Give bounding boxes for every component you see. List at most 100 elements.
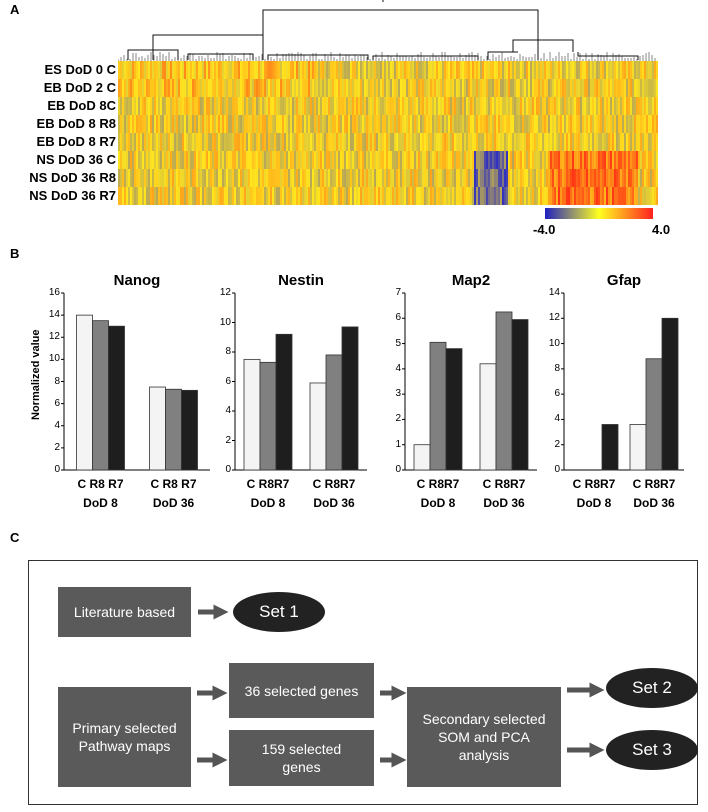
heatmap-cell	[256, 187, 259, 205]
heatmap-cell	[638, 79, 641, 97]
heatmap-cell	[532, 79, 535, 97]
heatmap-cell	[486, 115, 489, 133]
heatmap-cell	[498, 151, 501, 169]
heatmap-cell	[124, 187, 127, 205]
heatmap-cell	[396, 187, 399, 205]
heatmap-cell	[304, 133, 307, 151]
heatmap-cell	[526, 97, 529, 115]
heatmap-cell	[480, 61, 483, 79]
heatmap-cell	[602, 169, 605, 187]
heatmap-cell	[148, 187, 151, 205]
heatmap-cell	[446, 79, 449, 97]
heatmap-cell	[282, 115, 285, 133]
heatmap-cell	[308, 79, 311, 97]
heatmap-cell	[120, 115, 123, 133]
heatmap-cell	[332, 97, 335, 115]
heatmap-cell	[480, 97, 483, 115]
heatmap-cell	[410, 151, 413, 169]
heatmap-cell	[432, 61, 435, 79]
heatmap-cell	[550, 133, 553, 151]
heatmap-cell	[258, 151, 261, 169]
heatmap-cell	[636, 61, 639, 79]
heatmap-cell	[528, 61, 531, 79]
heatmap-cell	[472, 61, 475, 79]
heatmap-cell	[300, 169, 303, 187]
secondary-selected-box: Secondary selected SOM and PCA analysis	[407, 687, 561, 787]
heatmap-cell	[132, 187, 135, 205]
heatmap-cell	[592, 133, 595, 151]
heatmap-cell	[400, 169, 403, 187]
heatmap-cell	[204, 115, 207, 133]
heatmap-cell	[640, 187, 643, 205]
heatmap-cell	[302, 133, 305, 151]
heatmap-cell	[202, 79, 205, 97]
heatmap-cell	[304, 79, 307, 97]
heatmap-cell	[632, 151, 635, 169]
heatmap-cell	[566, 151, 569, 169]
y-tick-label: 16	[48, 287, 60, 298]
heatmap-cell	[406, 187, 409, 205]
heatmap-cell	[562, 151, 565, 169]
heatmap-cell	[294, 115, 297, 133]
heatmap-cell	[462, 115, 465, 133]
heatmap-cell	[398, 79, 401, 97]
heatmap-cell	[426, 169, 429, 187]
heatmap-cell	[406, 115, 409, 133]
heatmap-cell	[546, 79, 549, 97]
heatmap-cell	[410, 79, 413, 97]
heatmap-cell	[218, 115, 221, 133]
heatmap-cell	[646, 97, 649, 115]
heatmap-cell	[440, 151, 443, 169]
heatmap-cell	[534, 97, 537, 115]
heatmap-cell	[488, 187, 491, 205]
heatmap-cell	[408, 61, 411, 79]
heatmap-cell	[628, 187, 631, 205]
heatmap-cell	[376, 97, 379, 115]
heatmap-cell	[336, 79, 339, 97]
heatmap-cell	[454, 61, 457, 79]
heatmap-cell	[490, 61, 493, 79]
heatmap-cell	[630, 97, 633, 115]
heatmap-cell	[424, 61, 427, 79]
heatmap-cell	[176, 169, 179, 187]
heatmap-cell	[588, 169, 591, 187]
heatmap-cell	[342, 97, 345, 115]
heatmap-cell	[246, 97, 249, 115]
heatmap-cell	[372, 115, 375, 133]
heatmap-cell	[360, 133, 363, 151]
heatmap-cell	[140, 133, 143, 151]
x-category-labels: C R8R7	[572, 477, 616, 491]
heatmap-cell	[602, 133, 605, 151]
heatmap-cell	[556, 115, 559, 133]
heatmap-cell	[638, 187, 641, 205]
heatmap-cell	[580, 115, 583, 133]
heatmap-cell	[192, 79, 195, 97]
heatmap-cell	[330, 97, 333, 115]
heatmap-cell	[122, 187, 125, 205]
heatmap-cell	[610, 187, 613, 205]
heatmap-cell	[324, 97, 327, 115]
heatmap-cell	[182, 79, 185, 97]
heatmap-cell	[258, 169, 261, 187]
heatmap-cell	[654, 133, 657, 151]
heatmap-cell	[564, 61, 567, 79]
heatmap-cell	[340, 79, 343, 97]
y-tick-label: 0	[54, 464, 60, 475]
heatmap-cell	[648, 169, 651, 187]
heatmap-cell	[330, 187, 333, 205]
heatmap-cell	[298, 79, 301, 97]
heatmap-cell	[226, 61, 229, 79]
heatmap-cell	[136, 169, 139, 187]
heatmap-cell	[378, 97, 381, 115]
heatmap-cell	[250, 169, 253, 187]
heatmap-cell	[404, 61, 407, 79]
heatmap-cell	[634, 61, 637, 79]
heatmap-cell	[594, 151, 597, 169]
heatmap-cell	[172, 169, 175, 187]
heatmap-cell	[622, 115, 625, 133]
heatmap-cell	[636, 115, 639, 133]
heatmap-cell	[330, 133, 333, 151]
y-tick-label: 7	[395, 287, 401, 298]
heatmap-cell	[540, 187, 543, 205]
heatmap-cell	[120, 97, 123, 115]
